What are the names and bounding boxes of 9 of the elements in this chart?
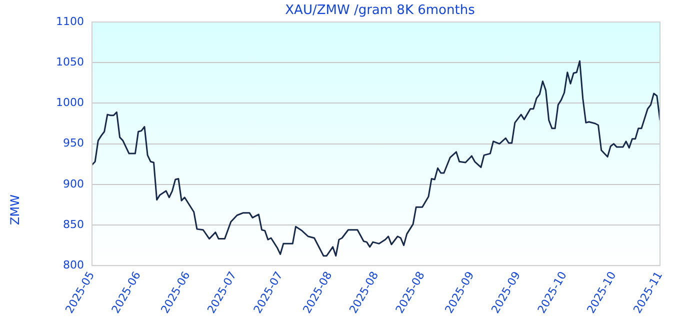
y-tick-label: 1100	[56, 14, 84, 28]
y-tick-label: 900	[62, 177, 84, 190]
y-tick-label: 800	[62, 258, 84, 272]
chart-title: XAU/ZMW /gram 8K 6months	[284, 3, 476, 18]
y-tick-label: 1050	[56, 55, 84, 68]
y-tick-label: 950	[62, 136, 84, 150]
y-tick-label: 1000	[56, 96, 84, 110]
y-axis-title: ZMW	[8, 194, 22, 225]
y-tick-label: 850	[62, 218, 84, 231]
